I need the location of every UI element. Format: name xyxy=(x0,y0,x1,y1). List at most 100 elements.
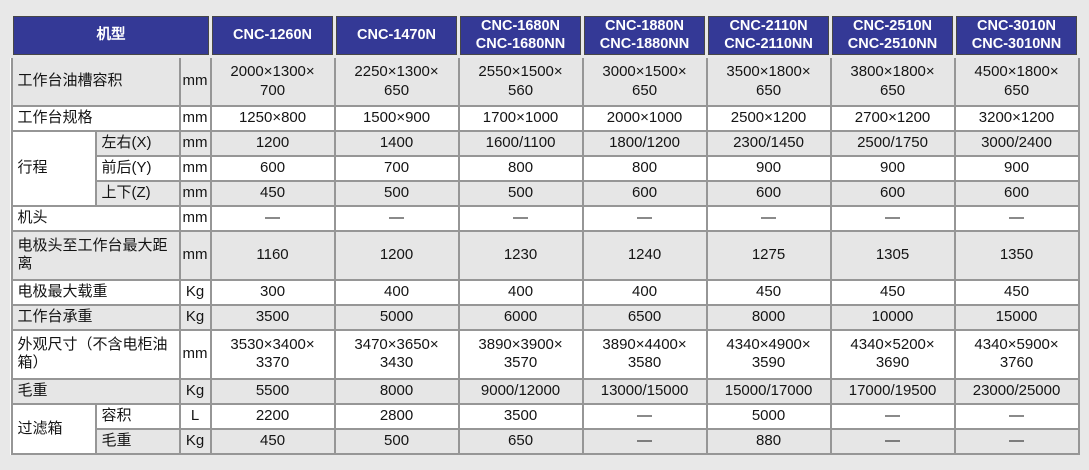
unit-cell: mm xyxy=(178,154,212,182)
spec-cell: 3500 xyxy=(457,402,584,430)
spec-cell: 3530×3400× 3370 xyxy=(209,328,336,380)
model-label-header: 机型 xyxy=(9,12,213,59)
unit-cell: Kg xyxy=(178,427,212,455)
spec-cell: — xyxy=(953,204,1080,232)
spec-cell: 900 xyxy=(953,154,1080,182)
table-row-travel-z: 上下(Z) mm 450 500 500 600 600 600 600 xyxy=(12,179,1080,207)
unit-cell: mm xyxy=(178,55,212,107)
header-row: 机型 CNC-1260N CNC-1470N CNC-1680N CNC-168… xyxy=(9,12,1081,59)
spec-cell: 2200 xyxy=(209,402,336,430)
spec-cell: 23000/25000 xyxy=(953,377,1080,405)
machine-spec-table: 机型 CNC-1260N CNC-1470N CNC-1680N CNC-168… xyxy=(9,12,1081,455)
unit-cell: Kg xyxy=(178,278,212,306)
group-label-filter-tank: 过滤箱 xyxy=(10,402,97,455)
spec-cell: 1200 xyxy=(209,129,336,157)
table-row-oil-tank-volume: 工作台油槽容积 mm 2000×1300× 700 2250×1300× 650… xyxy=(10,55,1080,107)
table-row-filter-weight: 毛重 Kg 450 500 650 — 880 — — xyxy=(12,427,1080,455)
unit-cell: mm xyxy=(178,179,212,207)
spec-cell: 600 xyxy=(209,154,336,182)
row-label: 前后(Y) xyxy=(94,154,181,182)
spec-cell: 400 xyxy=(457,278,584,306)
spec-cell: 9000/12000 xyxy=(457,377,584,405)
spec-cell: 4340×4900× 3590 xyxy=(705,328,832,380)
row-label: 左右(X) xyxy=(94,129,181,157)
spec-cell: — xyxy=(209,204,336,232)
unit-cell: Kg xyxy=(178,303,212,331)
spec-cell: 900 xyxy=(829,154,956,182)
spec-cell: 1160 xyxy=(209,229,336,281)
spec-cell: 13000/15000 xyxy=(581,377,708,405)
model-header: CNC-1470N xyxy=(333,12,461,59)
spec-cell: 600 xyxy=(581,179,708,207)
row-label: 外观尺寸（不含电柜油箱） xyxy=(10,328,181,380)
table-row-travel-x: 行程 左右(X) mm 1200 1400 1600/1100 1800/120… xyxy=(10,129,1080,207)
row-label: 电极头至工作台最大距离 xyxy=(10,229,181,281)
spec-cell: 3500 xyxy=(209,303,336,331)
spec-cell: 3470×3650× 3430 xyxy=(333,328,460,380)
spec-cell: 1400 xyxy=(333,129,460,157)
spec-cell: 3890×3900× 3570 xyxy=(457,328,584,380)
spec-cell: 1305 xyxy=(829,229,956,281)
group-label-travel: 行程 xyxy=(10,129,97,207)
spec-cell: 450 xyxy=(953,278,1080,306)
table-row-gross-weight: 毛重 Kg 5500 8000 9000/12000 13000/15000 1… xyxy=(10,377,1080,405)
spec-cell: 2700×1200 xyxy=(829,104,956,132)
spec-cell: 500 xyxy=(333,427,460,455)
model-header: CNC-1260N xyxy=(209,12,337,59)
spec-cell: 1700×1000 xyxy=(457,104,584,132)
model-header: CNC-1680N CNC-1680NN xyxy=(457,12,585,59)
spec-cell: 8000 xyxy=(705,303,832,331)
unit-cell: L xyxy=(178,402,212,430)
spec-cell: — xyxy=(953,427,1080,455)
spec-cell: 1230 xyxy=(457,229,584,281)
spec-cell: 5500 xyxy=(209,377,336,405)
model-header: CNC-2110N CNC-2110NN xyxy=(705,12,833,59)
spec-cell: 400 xyxy=(581,278,708,306)
spec-cell: 450 xyxy=(209,179,336,207)
spec-cell: 1275 xyxy=(705,229,832,281)
spec-cell: — xyxy=(829,204,956,232)
model-header: CNC-3010N CNC-3010NN xyxy=(953,12,1081,59)
row-label: 毛重 xyxy=(10,377,181,405)
spec-cell: 450 xyxy=(705,278,832,306)
spec-cell: 3000/2400 xyxy=(953,129,1080,157)
spec-cell: 3890×4400× 3580 xyxy=(581,328,708,380)
spec-cell: — xyxy=(457,204,584,232)
spec-cell: 500 xyxy=(457,179,584,207)
spec-cell: 5000 xyxy=(705,402,832,430)
spec-cell: 800 xyxy=(457,154,584,182)
row-label: 容积 xyxy=(94,402,181,430)
table-row-filter-volume: 过滤箱 容积 L 2200 2800 3500 — 5000 — — xyxy=(10,402,1080,455)
unit-cell: mm xyxy=(178,104,212,132)
spec-cell: 700 xyxy=(333,154,460,182)
spec-cell: 1240 xyxy=(581,229,708,281)
row-label: 工作台承重 xyxy=(10,303,181,331)
spec-cell: 880 xyxy=(705,427,832,455)
spec-cell: 4500×1800× 650 xyxy=(953,55,1080,107)
spec-cell: 1800/1200 xyxy=(581,129,708,157)
spec-cell: 2500/1750 xyxy=(829,129,956,157)
spec-cell: 2000×1300× 700 xyxy=(209,55,336,107)
unit-cell: Kg xyxy=(178,377,212,405)
spec-cell: — xyxy=(829,427,956,455)
spec-cell: 3500×1800× 650 xyxy=(705,55,832,107)
spec-cell: — xyxy=(581,427,708,455)
spec-cell: 4340×5900× 3760 xyxy=(953,328,1080,380)
table-row-machine-head: 机头 mm — — — — — — — xyxy=(10,204,1080,232)
unit-cell: mm xyxy=(178,204,212,232)
table-row-max-electrode-load: 电极最大载重 Kg 300 400 400 400 450 450 450 xyxy=(10,278,1080,306)
spec-cell: — xyxy=(581,402,708,430)
spec-cell: — xyxy=(953,402,1080,430)
spec-cell: 600 xyxy=(829,179,956,207)
spec-cell: 6500 xyxy=(581,303,708,331)
model-header: CNC-1880N CNC-1880NN xyxy=(581,12,709,59)
spec-cell: 2250×1300× 650 xyxy=(333,55,460,107)
unit-cell: mm xyxy=(178,129,212,157)
spec-cell: 450 xyxy=(209,427,336,455)
row-label: 上下(Z) xyxy=(94,179,181,207)
row-label: 工作台规格 xyxy=(10,104,181,132)
spec-cell: 2000×1000 xyxy=(581,104,708,132)
spec-cell: 400 xyxy=(333,278,460,306)
model-header: CNC-2510N CNC-2510NN xyxy=(829,12,957,59)
spec-cell: 5000 xyxy=(333,303,460,331)
